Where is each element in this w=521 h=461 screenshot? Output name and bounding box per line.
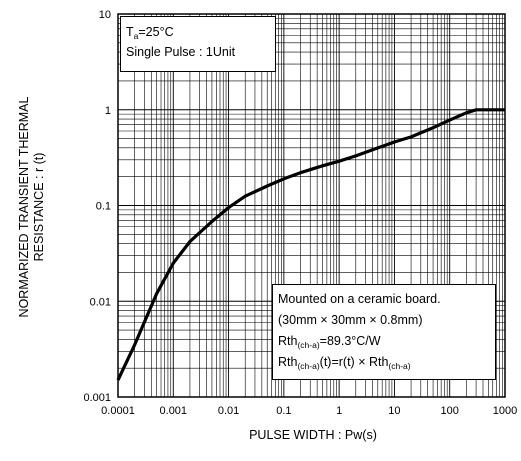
conditions-box: Ta=25°C Single Pulse : 1Unit [120,16,276,72]
x-tick-label: 1000 [493,405,517,417]
pulse-condition: Single Pulse : 1Unit [126,45,236,59]
x-tick-label: 10 [388,405,400,417]
formula-line: Rth(ch-a)(t)=r(t) × Rth(ch-a) [278,352,490,373]
y-axis-title-line1: NORMARIZED TRANSIENT THERMAL [17,96,31,318]
note-line1: Mounted on a ceramic board. [278,292,441,306]
formula-subscript-1: (ch-a) [297,361,320,371]
mounting-note-box: Mounted on a ceramic board. (30mm × 30mm… [272,284,496,380]
ta-subscript: a [133,31,139,41]
formula-subscript-2: (ch-a) [388,361,411,371]
note-line2: (30mm × 30mm × 0.8mm) [278,313,423,327]
formula-middle: (t)=r(t) × Rth [319,355,389,369]
y-tick-label: 0.1 [96,201,111,213]
rth-subscript: (ch-a) [297,340,320,350]
curve-layer [116,108,505,381]
x-tick-label: 0.1 [276,405,291,417]
x-tick-label: 0.001 [160,405,188,417]
rth-label: Rth [278,334,298,348]
x-tick-label: 0.0001 [101,405,135,417]
y-tick-label: 10 [99,9,111,21]
x-tick-label: 1 [336,405,342,417]
thermal-resistance-curve [116,108,505,381]
plot-frame [117,13,506,398]
x-tick-label: 100 [441,405,459,417]
x-axis-title: PULSE WIDTH : Pw(s) [249,428,377,442]
y-axis-title-line2: RESISTANCE : r (t) [32,152,46,262]
rth-value: =89.3°C/W [319,334,381,348]
x-tick-label: 0.01 [218,405,239,417]
ta-value: =25°C [138,25,174,39]
y-axis-title: NORMARIZED TRANSIENT THERMAL RESISTANCE :… [12,92,52,322]
tick-labels: 0.0001 0.001 0.01 0.1 1 10 100 10000.0010.010.1… [83,9,517,417]
formula-prefix: Rth [278,355,298,369]
ambient-temperature: Ta=25°C [126,22,270,42]
y-tick-label: 0.001 [83,392,111,404]
y-tick-label: 0.01 [90,296,111,308]
ta-symbol: T [126,25,134,39]
rth-line: Rth(ch-a)=89.3°C/W [278,331,490,352]
y-tick-label: 1 [105,105,111,117]
